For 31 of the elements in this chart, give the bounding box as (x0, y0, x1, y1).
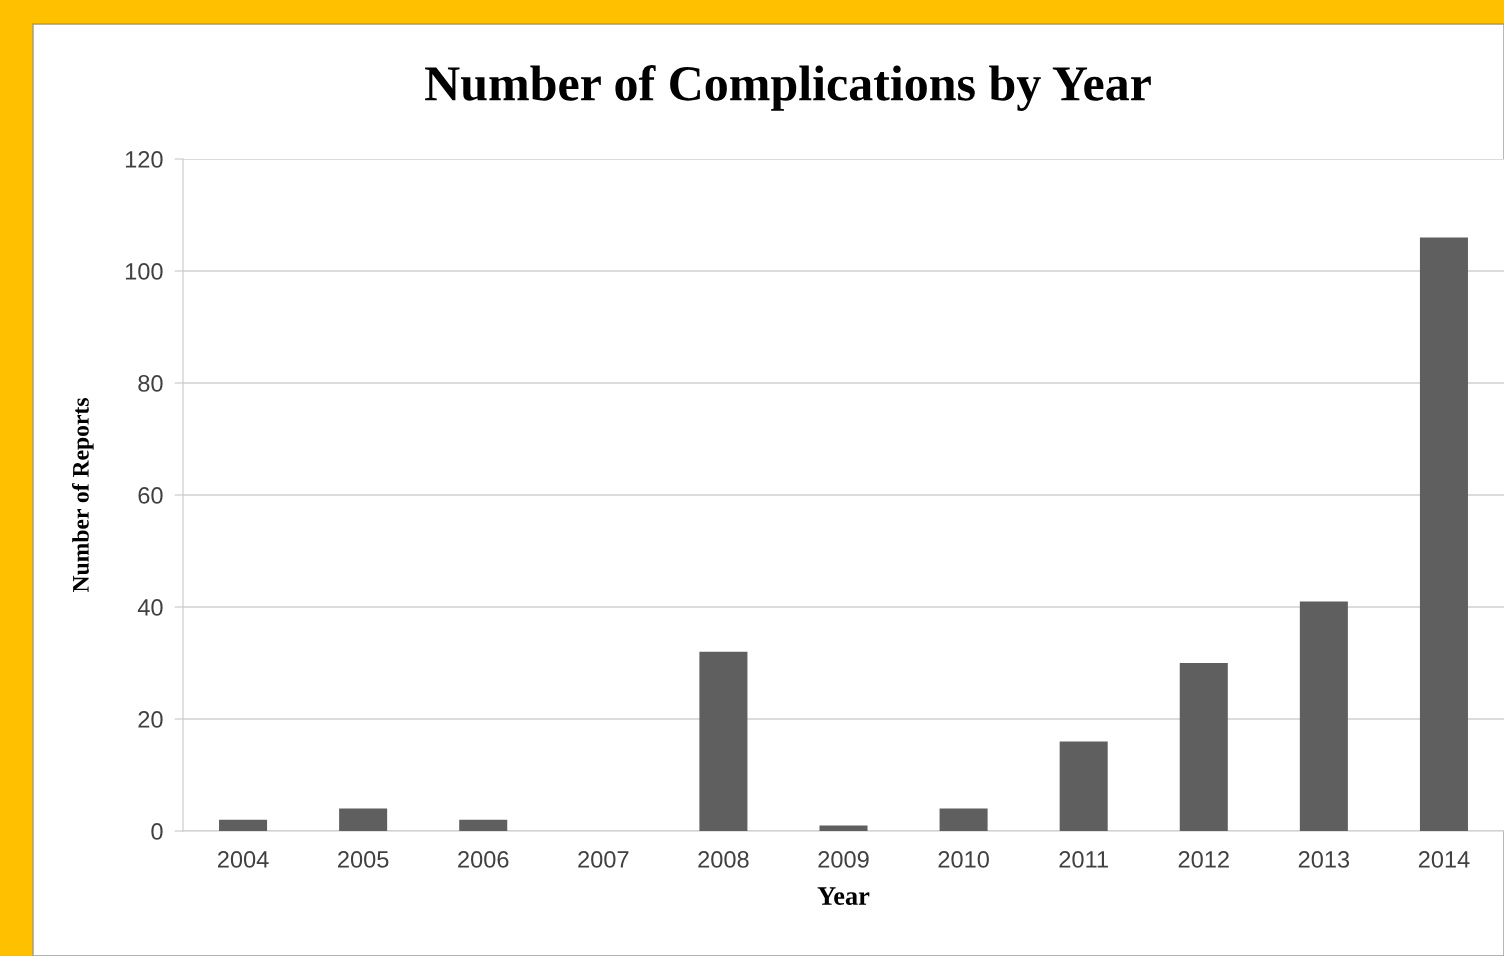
y-tick-label: 60 (138, 487, 163, 504)
y-tick-label: 100 (125, 263, 163, 280)
bar (1419, 237, 1468, 831)
x-tick-label: 2006 (458, 851, 509, 868)
y-axis-title: Number of Reports (71, 398, 94, 593)
chart-title: Number of Complications by Year (425, 65, 1151, 111)
bar (939, 808, 988, 831)
x-tick-label: 2009 (818, 851, 869, 868)
bar (819, 825, 868, 831)
y-tick-label: 20 (138, 711, 163, 728)
x-tick-label: 2004 (217, 851, 269, 868)
x-axis-title: Year (817, 887, 870, 905)
x-tick-label: 2007 (578, 851, 629, 868)
x-tick-label: 2013 (1298, 851, 1350, 868)
x-tick-label: 2012 (1178, 851, 1229, 868)
x-tick-label: 2014 (1418, 851, 1470, 868)
y-tick-label: 0 (151, 823, 163, 840)
bar (1059, 741, 1108, 831)
bar (219, 819, 268, 831)
y-tick-label: 80 (138, 375, 163, 392)
bar (1179, 663, 1228, 831)
x-tick-label: 2011 (1059, 851, 1108, 868)
x-tick-label: 2008 (698, 851, 749, 868)
bar (459, 819, 508, 831)
x-tick-label: 2010 (938, 851, 989, 868)
y-tick-label: 120 (125, 151, 163, 168)
x-tick-label: 2005 (338, 851, 389, 868)
bar (339, 808, 388, 831)
y-tick-label: 40 (137, 599, 163, 616)
bar (1299, 601, 1348, 831)
bar (699, 651, 748, 831)
